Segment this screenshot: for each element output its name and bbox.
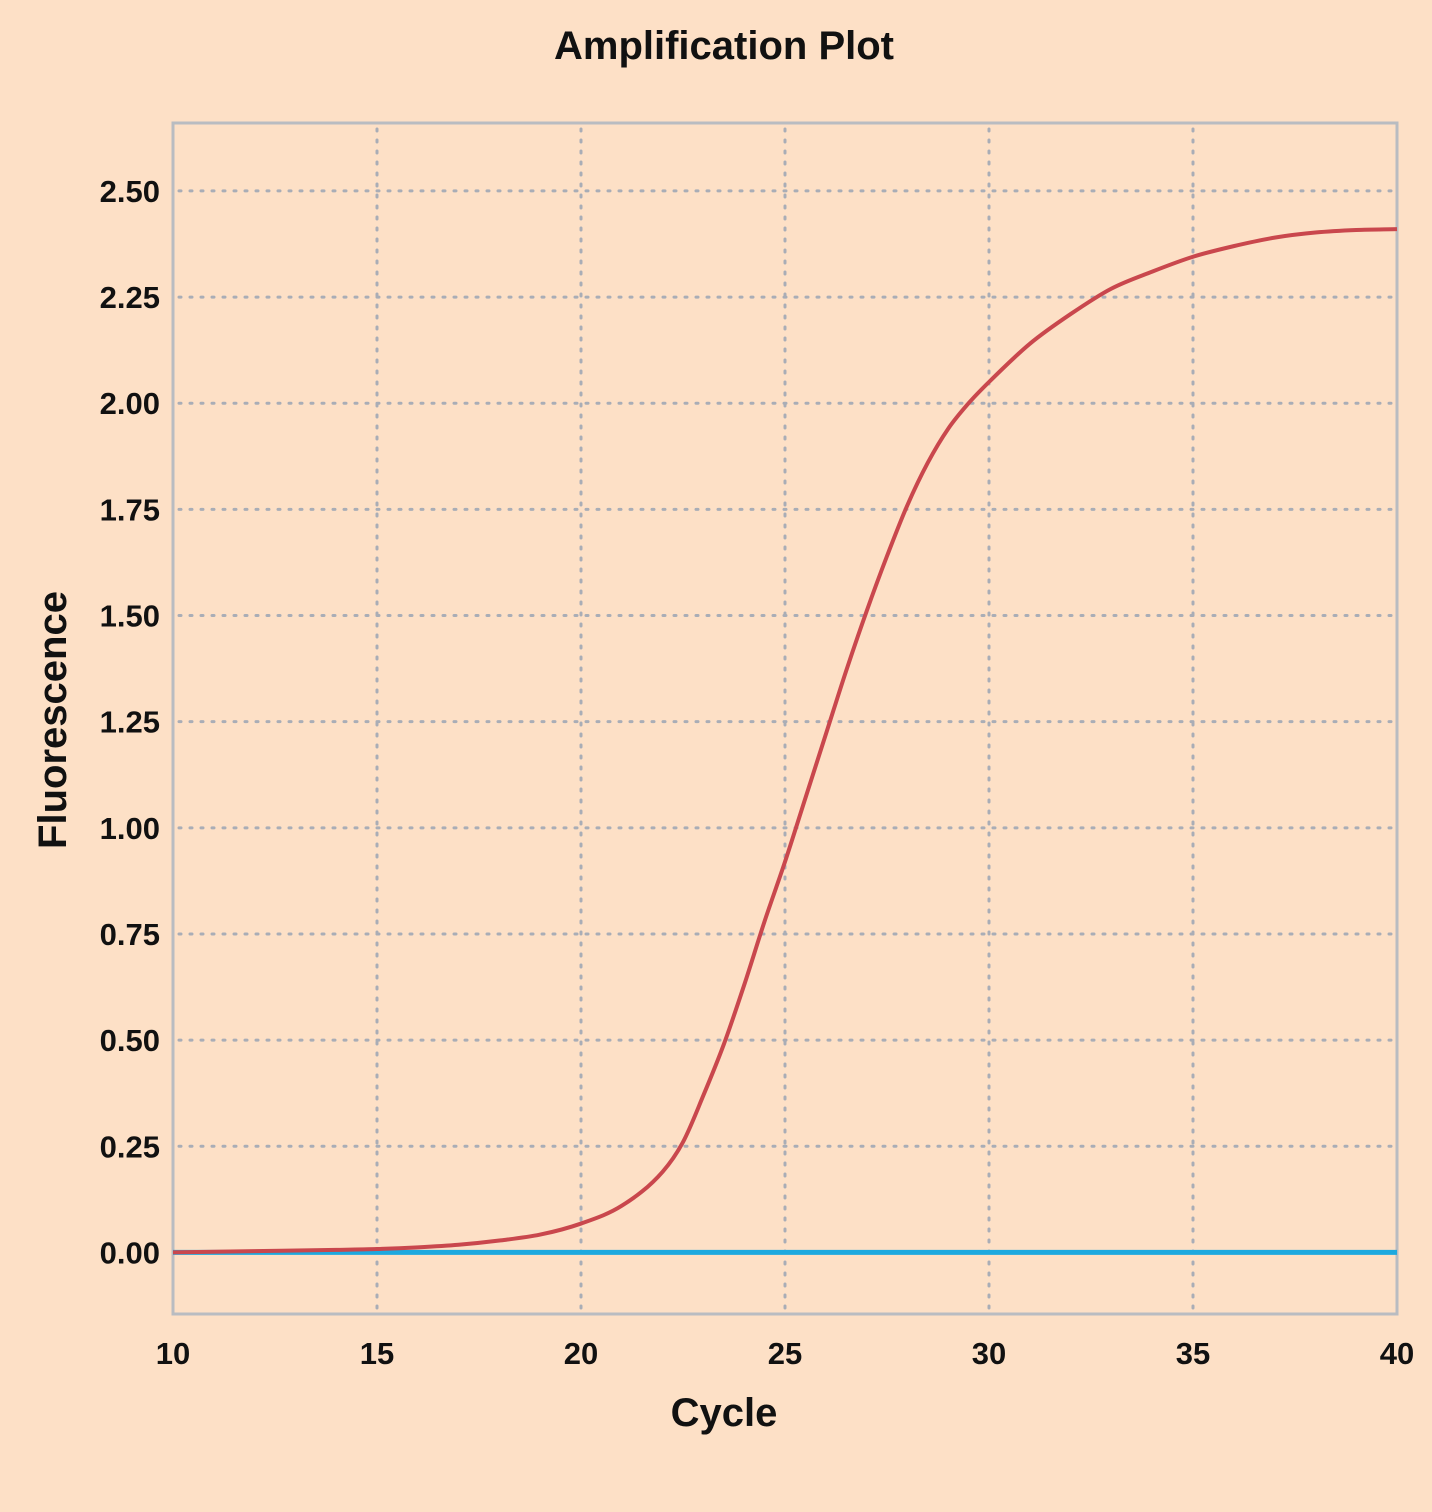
y-tick-label: 1.50 [100, 599, 160, 634]
chart-title: Amplification Plot [554, 24, 894, 68]
y-axis-label: Fluorescence [31, 591, 75, 849]
plot-frame [173, 123, 1397, 1314]
x-tick-label: 15 [360, 1336, 394, 1371]
y-tick-label: 1.75 [100, 492, 160, 527]
grid-lines [179, 129, 1391, 1308]
x-tick-label: 20 [564, 1336, 598, 1371]
y-tick-label: 0.25 [100, 1129, 160, 1164]
y-tick-labels: 0.00 0.25 0.50 0.75 1.00 1.25 1.50 1.75 2.00 2.25… [100, 174, 160, 1270]
x-tick-label: 40 [1380, 1336, 1414, 1371]
y-tick-label: 0.00 [100, 1235, 160, 1270]
x-tick-label: 25 [768, 1336, 802, 1371]
x-tick-labels: 10 15 20 25 30 35 40 [156, 1336, 1414, 1371]
y-tick-label: 0.50 [100, 1023, 160, 1058]
x-axis-label: Cycle [671, 1391, 778, 1435]
x-tick-label: 10 [156, 1336, 190, 1371]
y-tick-label: 2.00 [100, 386, 160, 421]
x-tick-label: 30 [972, 1336, 1006, 1371]
y-tick-label: 1.25 [100, 705, 160, 740]
y-tick-label: 1.00 [100, 811, 160, 846]
y-tick-label: 2.50 [100, 174, 160, 209]
x-tick-label: 35 [1176, 1336, 1210, 1371]
y-tick-label: 2.25 [100, 280, 160, 315]
y-tick-label: 0.75 [100, 917, 160, 952]
